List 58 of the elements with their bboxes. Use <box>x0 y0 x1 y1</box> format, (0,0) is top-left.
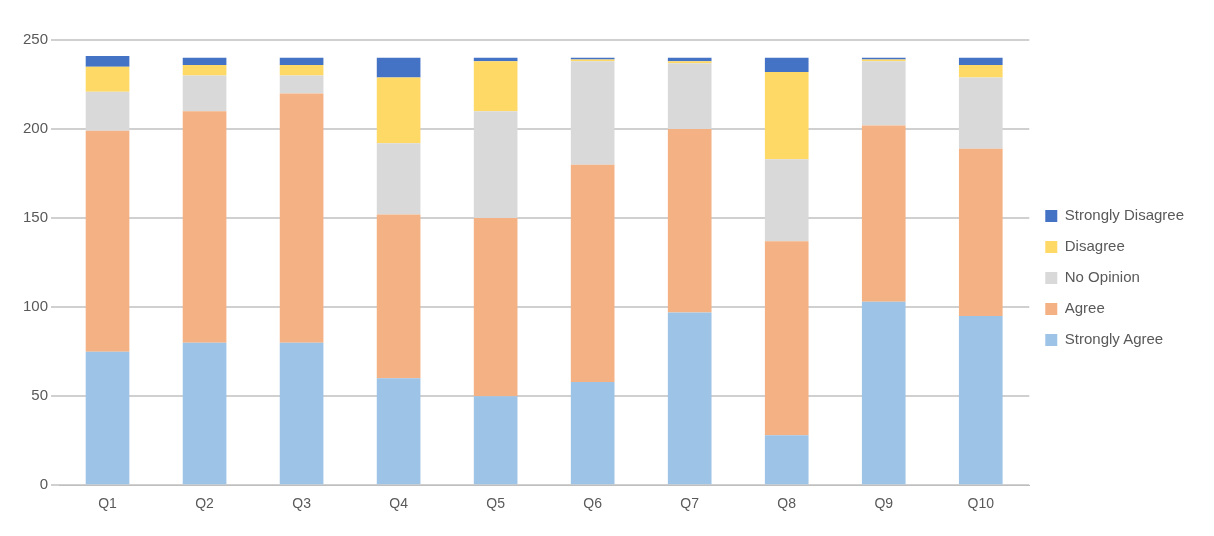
bar <box>182 111 227 343</box>
bar <box>861 125 906 302</box>
bar <box>279 342 324 485</box>
bar <box>279 64 324 76</box>
bar <box>958 57 1003 65</box>
legend-label: Disagree <box>1064 237 1125 255</box>
bar <box>570 164 615 382</box>
x-tick-label: Q3 <box>292 495 312 512</box>
y-tick-label: 0 <box>39 475 49 493</box>
bar <box>279 93 324 343</box>
x-tick-label: Q6 <box>583 495 603 512</box>
bar <box>764 72 809 160</box>
bar <box>279 75 324 94</box>
bar <box>667 129 712 313</box>
x-tick-label: Q9 <box>874 495 894 512</box>
legend-label: Agree <box>1064 299 1105 317</box>
legend-label: Strongly Disagree <box>1064 206 1185 224</box>
bar <box>958 148 1003 317</box>
bar <box>764 241 809 436</box>
y-tick-label: 200 <box>23 119 49 137</box>
bar <box>376 378 421 485</box>
bar <box>958 316 1003 485</box>
y-tick-label: 150 <box>23 208 49 226</box>
bar <box>85 66 130 92</box>
bar <box>473 61 518 112</box>
legend-label: No Opinion <box>1064 268 1140 286</box>
bar <box>764 435 809 485</box>
bar <box>85 130 130 352</box>
bar <box>376 214 421 379</box>
x-tick-label: Q2 <box>195 495 215 512</box>
bar <box>376 143 421 215</box>
bar <box>958 64 1003 78</box>
bar <box>182 57 227 65</box>
x-tick-label: Q5 <box>486 495 506 512</box>
bar <box>764 57 809 73</box>
bar <box>570 381 615 485</box>
y-tick-label: 50 <box>31 386 49 404</box>
y-tick-label: 100 <box>23 297 49 315</box>
x-tick-label: Q7 <box>680 495 700 512</box>
bar <box>182 342 227 485</box>
bar <box>861 61 906 126</box>
x-tick-label: Q4 <box>389 495 409 512</box>
bar <box>667 312 712 485</box>
bar <box>473 396 518 485</box>
bar <box>376 77 421 144</box>
bar <box>182 64 227 76</box>
bar <box>473 218 518 397</box>
x-tick-label: Q10 <box>967 495 995 512</box>
legend-label: Strongly Agree <box>1064 330 1164 348</box>
bar <box>279 57 324 65</box>
y-tick-label: 250 <box>23 30 49 48</box>
bar <box>861 301 906 485</box>
x-tick-label: Q1 <box>98 495 118 512</box>
bar <box>182 75 227 112</box>
x-tick-label: Q8 <box>777 495 797 512</box>
bar <box>85 351 130 485</box>
bar <box>85 56 130 67</box>
bar <box>376 57 421 78</box>
